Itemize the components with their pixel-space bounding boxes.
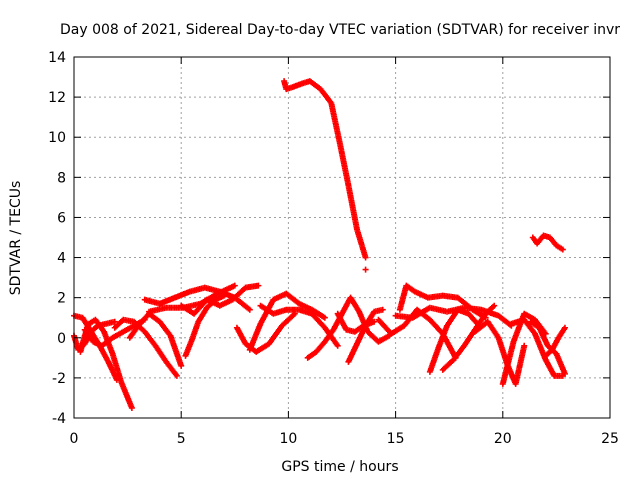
- series-arc-23: [439, 302, 498, 373]
- y-tick-label: 12: [48, 90, 66, 106]
- data-point: [128, 404, 135, 411]
- y-tick-label: -4: [52, 411, 66, 427]
- x-tick-labels: 0 5 10 15 20 25: [70, 431, 619, 447]
- y-tick-label: 10: [48, 130, 66, 146]
- series-arc-29: [542, 324, 568, 359]
- data-point: [362, 254, 369, 261]
- data-point: [561, 370, 568, 377]
- series-arc-05: [111, 316, 180, 379]
- series-arc-20: [396, 282, 489, 321]
- series-arc-14: [281, 78, 369, 261]
- data-point: [111, 318, 118, 325]
- data-point: [371, 318, 378, 325]
- x-tick-label: 15: [387, 431, 405, 447]
- y-tick-label: 6: [57, 210, 66, 226]
- y-axis-title: SDTVAR / TECUs: [8, 181, 24, 296]
- y-tick-label: 4: [57, 251, 66, 267]
- x-tick-label: 25: [601, 431, 619, 447]
- plot-frame: [73, 56, 611, 419]
- axis-ticks: [73, 56, 611, 419]
- data-point: [173, 372, 180, 379]
- y-tick-label: 2: [57, 291, 66, 307]
- data-point: [491, 302, 498, 309]
- data-point: [321, 314, 328, 321]
- series-arc-27: [527, 318, 568, 377]
- data-point: [334, 342, 341, 349]
- y-tick-label: 14: [48, 50, 66, 66]
- data-point: [246, 306, 253, 313]
- y-tick-label: 8: [57, 170, 66, 186]
- series-arc-22: [426, 306, 483, 375]
- series-arc-28: [529, 232, 566, 253]
- series-arc-17: [345, 306, 386, 365]
- y-tick-labels: -4 -2 0 2 4 6 8 10 12 14: [48, 50, 66, 427]
- data-point: [521, 342, 528, 349]
- series-arc-07: [141, 284, 253, 313]
- series-arc-10: [182, 292, 228, 359]
- data-point: [561, 324, 568, 331]
- series-arc-09: [178, 282, 262, 317]
- x-tick-label: 5: [177, 431, 186, 447]
- data-point: [221, 292, 228, 299]
- series-arc-18: [334, 310, 378, 335]
- y-tick-label: -2: [52, 371, 66, 387]
- grid: [74, 57, 610, 418]
- series-arc-11: [233, 310, 298, 355]
- data-point: [255, 282, 262, 289]
- series-arc-15: [362, 266, 369, 273]
- x-tick-label: 0: [70, 431, 79, 447]
- series-arc-12: [246, 290, 328, 353]
- data-point: [231, 282, 238, 289]
- y-tick-label: 0: [57, 331, 66, 347]
- data-point: [379, 306, 386, 313]
- x-tick-label: 20: [494, 431, 512, 447]
- data-point: [178, 362, 185, 369]
- data-point: [362, 266, 369, 273]
- x-tick-label: 10: [279, 431, 297, 447]
- x-axis-title: GPS time / hours: [281, 459, 398, 475]
- series-arc-06: [126, 310, 185, 369]
- chart-title: Day 008 of 2021, Sidereal Day-to-day VTE…: [60, 22, 620, 38]
- data-point: [559, 246, 566, 253]
- data-points: [71, 78, 568, 411]
- series-arc-04: [81, 316, 148, 349]
